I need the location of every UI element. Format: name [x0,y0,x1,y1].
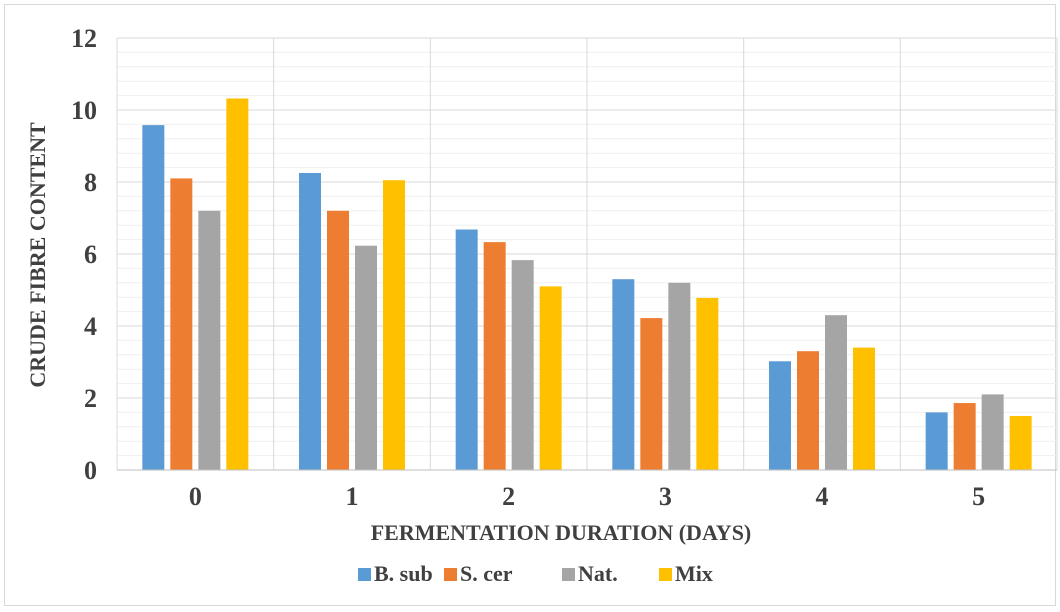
y-tick-label: 12 [71,24,97,53]
bar-s-cer-day-1 [327,210,349,471]
legend-swatch [444,568,457,581]
bar-nat-day-0 [198,210,221,471]
y-tick-label: 0 [84,456,97,485]
bar-nat-day-2 [511,260,534,470]
bar-b-sub-day-3 [612,279,635,470]
bar-mix-day-2 [539,286,562,470]
bar-nat-day-1 [355,245,377,470]
bar-s-cer-day-0 [170,178,193,470]
y-tick-label: 2 [84,384,97,413]
y-tick-label: 8 [84,168,97,197]
grid-layer [116,37,1058,471]
bar-s-cer-day-4 [797,351,819,470]
bar-mix-day-0 [226,98,249,470]
bar-mix-day-5 [1009,416,1032,470]
bar-b-sub-day-2 [455,229,478,470]
bar-b-sub-day-5 [925,412,948,470]
x-axis-title: FERMENTATION DURATION (DAYS) [371,520,752,545]
bar-nat-day-5 [981,394,1004,470]
x-tick-label: 5 [972,482,985,511]
legend-label: S. cer [460,561,513,586]
legend-label: B. sub [374,561,433,586]
bar-mix-day-3 [696,297,719,470]
bars-layer [142,98,1032,471]
bar-mix-day-4 [853,347,875,470]
bar-nat-day-4 [825,315,847,470]
bar-nat-day-3 [668,282,691,470]
legend-swatch [659,568,672,581]
y-tick-label: 4 [84,312,97,341]
y-tick-label: 10 [71,96,97,125]
legend-label: Nat. [578,561,618,586]
bar-b-sub-day-0 [142,125,165,471]
x-tick-label: 4 [816,482,829,511]
bar-s-cer-day-5 [953,403,976,470]
x-tick-label: 1 [346,482,359,511]
y-axis-title: CRUDE FIBRE CONTENT [25,122,50,388]
bar-b-sub-day-1 [299,173,321,470]
bar-mix-day-1 [383,180,405,470]
bar-s-cer-day-2 [483,242,506,470]
x-tick-label: 3 [659,482,672,511]
legend: B. sub S. cer Nat. Mix [358,561,713,586]
legend-label: Mix [675,561,713,586]
bar-s-cer-day-3 [640,318,663,470]
legend-swatch [562,568,575,581]
x-tick-label: 2 [502,482,515,511]
x-tick-label: 0 [189,482,202,511]
bar-b-sub-day-4 [769,361,791,470]
legend-swatch [358,568,371,581]
y-tick-label: 6 [84,240,97,269]
